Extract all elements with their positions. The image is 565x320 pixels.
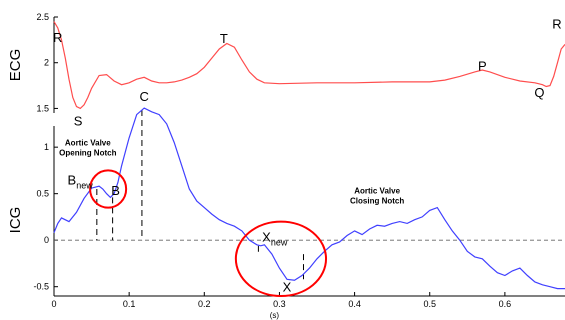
icg-point-letter: X [283, 280, 292, 295]
ecg-ylabel: ECG [7, 49, 24, 82]
xtick-label: 0 [51, 299, 56, 309]
icg-point-letter: B [68, 173, 77, 188]
ecg-panel: 1.5 2 2.5 ECG R S T P Q R [7, 12, 565, 128]
icg-point-letter: X [262, 229, 271, 244]
icg-point-letter: C [139, 89, 148, 104]
xtick-label: 0.6 [499, 299, 512, 309]
xtick-label: 0.2 [198, 299, 211, 309]
ecg-ytick-label: 2.5 [36, 12, 49, 22]
xtick-label: 0.1 [123, 299, 136, 309]
icg-ytick-label: 0.5 [36, 189, 49, 199]
icg-point-label: Bnew [68, 173, 94, 191]
icg-notch-circle [89, 169, 128, 209]
icg-point-label: X [283, 280, 292, 295]
icg-annotation-line: Aortic Valve [354, 187, 400, 196]
icg-ytick-label: 0 [44, 235, 49, 245]
icg-point-subscript: new [271, 237, 288, 247]
icg-ytick-label: -0.5 [33, 282, 49, 292]
ecg-ytick-label: 2 [44, 58, 49, 68]
xtick-label: 0.4 [348, 299, 361, 309]
x-axis-label: (s) [270, 311, 280, 320]
ecg-wave-label: T [220, 31, 228, 46]
ecg-wave-label: R [53, 30, 62, 45]
icg-point-label: Xnew [262, 229, 288, 247]
icg-point-label: B [111, 183, 120, 198]
icg-annotation: Aortic Valve Opening Notch [59, 138, 116, 157]
ecg-wave-label: R [552, 16, 561, 31]
ecg-ytick-label: 1.5 [36, 103, 49, 113]
ecg-series-line [53, 21, 565, 110]
icg-panel: -0.500.510 0.1 0.2 0.3 0.4 0.5 0.6(s)ICGCBBnew… [7, 89, 565, 320]
xtick-label: 0.5 [423, 299, 436, 309]
icg-notch-circle [234, 220, 328, 298]
icg-point-subscript: new [76, 181, 93, 191]
icg-ytick-label: 1 [44, 142, 49, 152]
ecg-wave-label: Q [534, 85, 544, 100]
icg-annotation-line: Aortic Valve [65, 138, 111, 147]
icg-point-letter: B [111, 183, 120, 198]
xtick-label: 0.3 [273, 299, 286, 309]
ecg-wave-label: S [74, 113, 83, 128]
icg-annotation-line: Closing Notch [350, 197, 404, 206]
icg-ylabel: ICG [7, 207, 24, 234]
icg-series-line [53, 107, 565, 290]
icg-annotation: Aortic Valve Closing Notch [350, 187, 404, 206]
icg-annotation-line: Opening Notch [59, 148, 116, 157]
icg-point-label: C [139, 89, 148, 104]
ecg-wave-label: P [478, 58, 487, 73]
